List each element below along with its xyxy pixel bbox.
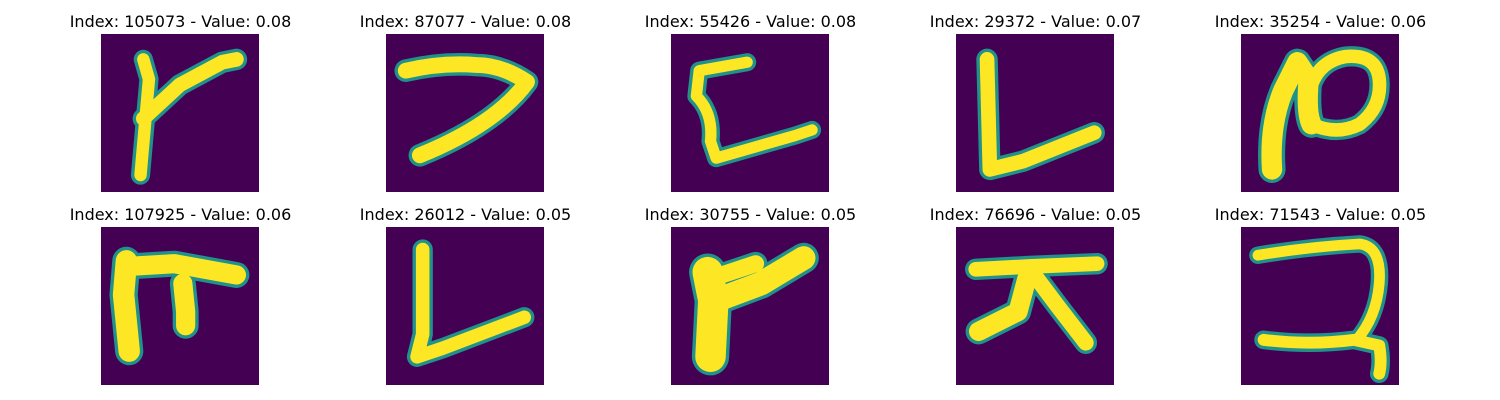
glyph-stroke	[979, 52, 1102, 177]
image-panel: Index: 29372 - Value: 0.07	[893, 12, 1178, 202]
image-panel: Index: 55426 - Value: 0.08	[608, 12, 893, 202]
glyph-stroke	[134, 53, 156, 182]
glyph-stroke	[1252, 238, 1385, 346]
glyph-image	[671, 227, 829, 385]
glyph-stroke	[135, 52, 244, 126]
image-panel: Index: 71543 - Value: 0.05	[1178, 205, 1463, 395]
glyph-image	[956, 227, 1114, 385]
glyph-stroke	[116, 254, 247, 285]
image-panel: Index: 105073 - Value: 0.08	[38, 12, 323, 202]
glyph-image	[101, 34, 259, 192]
glyph-stroke	[690, 56, 818, 164]
glyph-stroke	[1257, 333, 1387, 380]
glyph-image	[956, 34, 1114, 192]
glyph-stroke	[968, 259, 1039, 341]
glyph-image	[386, 227, 544, 385]
image-panel: Index: 76696 - Value: 0.05	[893, 205, 1178, 395]
image-panel: Index: 87077 - Value: 0.08	[323, 12, 608, 202]
glyph-stroke	[704, 246, 816, 313]
panel-title: Index: 29372 - Value: 0.07	[929, 12, 1142, 31]
glyph-stroke	[713, 255, 765, 284]
glyph-image	[386, 34, 544, 192]
panel-title: Index: 87077 - Value: 0.08	[359, 12, 572, 31]
glyph-stroke	[410, 242, 532, 364]
glyph-stroke	[173, 273, 196, 336]
panel-title: Index: 30755 - Value: 0.05	[644, 205, 857, 224]
panel-title: Index: 55426 - Value: 0.08	[644, 12, 857, 31]
glyph-stroke	[1304, 49, 1387, 137]
panel-title: Index: 105073 - Value: 0.08	[69, 12, 292, 31]
image-panel: Index: 35254 - Value: 0.06	[1178, 12, 1463, 202]
glyph-stroke	[1024, 264, 1094, 351]
glyph-stroke	[1261, 52, 1322, 180]
image-panel: Index: 107925 - Value: 0.06	[38, 205, 323, 395]
panel-title: Index: 71543 - Value: 0.05	[1214, 205, 1427, 224]
image-panel: Index: 26012 - Value: 0.05	[323, 205, 608, 395]
image-panel: Index: 30755 - Value: 0.05	[608, 205, 893, 395]
panel-title: Index: 107925 - Value: 0.06	[69, 205, 292, 224]
glyph-image	[101, 227, 259, 385]
panel-title: Index: 76696 - Value: 0.05	[929, 205, 1142, 224]
glyph-image	[1241, 34, 1399, 192]
panel-title: Index: 35254 - Value: 0.06	[1214, 12, 1427, 31]
glyph-stroke	[692, 256, 729, 373]
image-background	[956, 227, 1114, 385]
glyph-image	[1241, 227, 1399, 385]
glyph-image	[671, 34, 829, 192]
glyph-stroke	[397, 56, 535, 164]
panel-title: Index: 26012 - Value: 0.05	[359, 205, 572, 224]
